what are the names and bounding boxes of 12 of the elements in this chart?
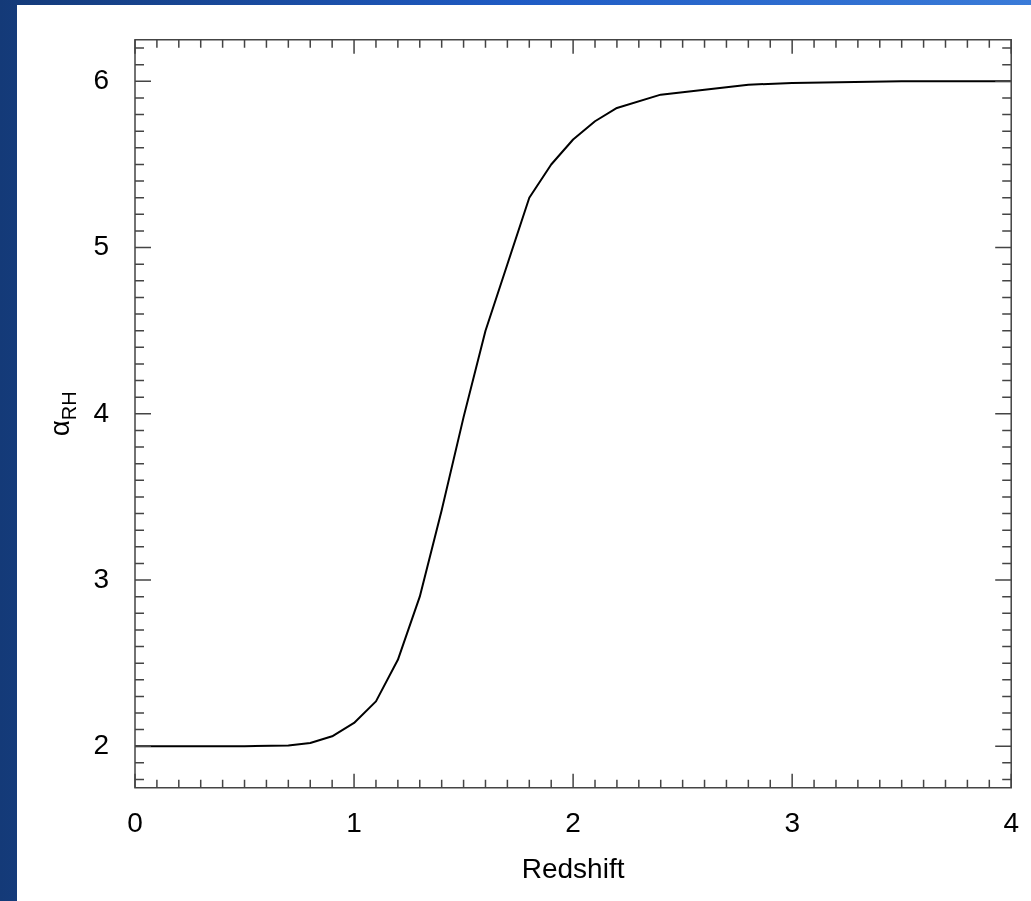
x-tick-label: 4 (1003, 807, 1019, 839)
x-tick-label: 3 (784, 807, 800, 839)
x-axis-title: Redshift (521, 852, 625, 884)
y-axis-title: αRH (44, 391, 80, 437)
y-tick-label: 5 (93, 230, 109, 262)
x-tick-label: 1 (346, 807, 362, 839)
y-tick-label: 4 (93, 396, 109, 428)
x-tick-label: 0 (127, 807, 143, 839)
y-tick-label: 3 (93, 562, 109, 594)
x-tick-label: 2 (565, 807, 581, 839)
y-tick-label: 2 (93, 728, 109, 760)
y-tick-label: 6 (93, 64, 109, 96)
